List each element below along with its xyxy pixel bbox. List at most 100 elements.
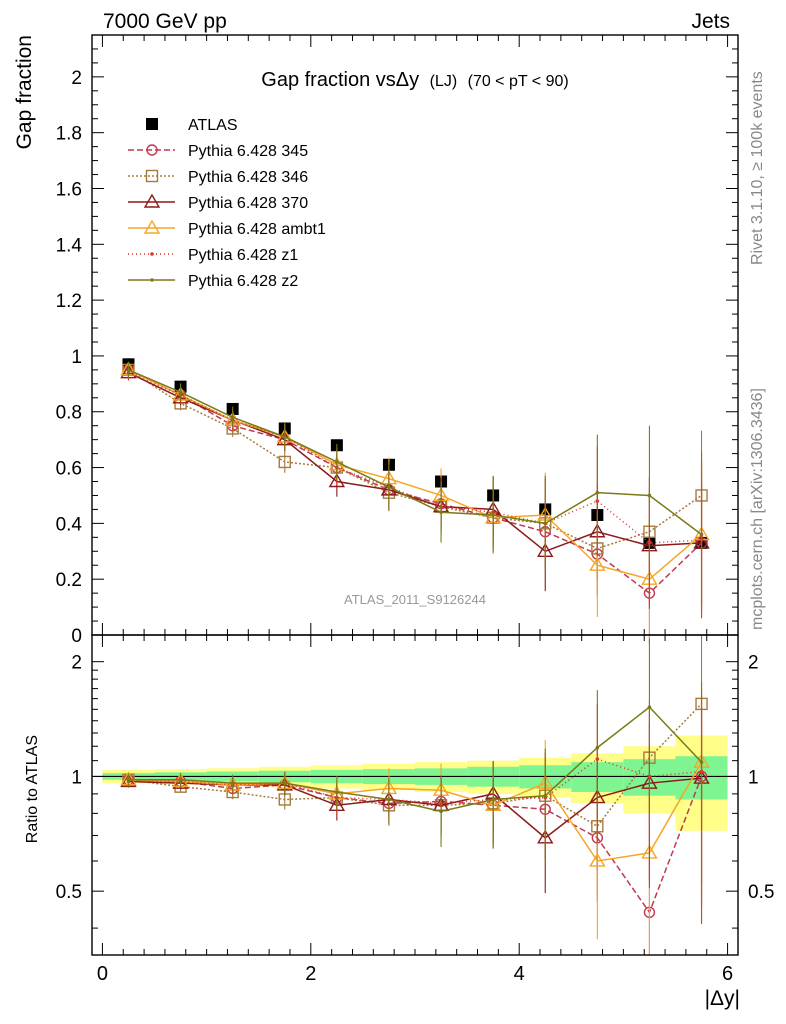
ratio-point [589,852,606,867]
series-line [128,369,703,581]
data-point [543,521,548,526]
title-main: Gap fraction vsΔy [261,69,419,91]
y-tick-label: 0.6 [56,459,82,480]
y-axis-main: 0 0.2 0.4 0.6 0.8 1 1.2 1.4 1.6 1.8 2 [56,48,738,647]
title-sub: (LJ) [430,73,458,90]
legend-entry: Pythia 6.428 345 [128,143,308,160]
main-ylabel: Gap fraction [13,35,36,149]
watermark: ATLAS_2011_S9126244 [344,592,486,607]
ratio-point [335,790,339,794]
ratio-line [128,706,703,813]
ratio-y-tick-label: 2 [71,653,82,674]
data-point [282,435,287,439]
y-tick-label: 0 [71,626,82,647]
legend-marker [143,219,161,234]
data-point [439,510,443,515]
y-tick-label: 1.8 [56,124,82,145]
series-line [128,371,702,553]
x-tick-label: 6 [722,963,733,985]
ratio-point [491,797,495,802]
y-tick-label: 1 [71,347,82,368]
ratio-point [699,760,704,764]
y-tick-label: 0.4 [56,514,83,535]
y-tick-label: 1.2 [56,291,82,312]
legend-marker [146,144,158,156]
ratio-point [230,781,235,785]
series-line [128,369,702,550]
ratio-series-pythia-6-428-z2 [126,638,704,925]
legend-entry: Pythia 6.428 346 [128,169,308,186]
y-tick-label: 0.2 [56,570,82,591]
series-atlas [122,358,708,549]
ratio-y-tick-label: 0.5 [56,882,82,903]
plot-frames: 0 2 4 6 0 0.2 0.4 0.6 0.8 1 1.2 1.4 1.6 1.8 2 0.5 0.5 1 1 2… [56,34,774,985]
chart-title: Gap fraction vsΔy (LJ) (70 < pT < 90) [261,69,568,91]
data-point [491,513,495,517]
legend-entry: Pythia 6.428 z1 [128,247,298,264]
x-axis: 0 2 4 6 [97,35,733,985]
data-point [278,455,291,469]
ratio-y-tick-label-right: 1 [748,767,759,788]
y-tick-label: 2 [71,68,82,89]
y-axis-ratio: 0.5 0.5 1 1 2 2 [56,653,774,929]
data-point [387,485,391,489]
ratio-point [387,797,391,802]
x-tick-label: 2 [305,963,316,985]
ratio-series-pythia-6-428-z1 [126,694,704,922]
legend-marker [145,169,159,183]
series-pythia-6-428-346 [122,363,708,594]
ratio-point [282,781,287,785]
legend-label: Pythia 6.428 346 [188,169,308,186]
legend: ATLAS Pythia 6.428 345 Pythia 6.428 346 Pyt… [128,117,326,290]
data-point [589,556,606,571]
ratio-plot [92,635,738,955]
legend-entry: Pythia 6.428 ambt1 [128,219,326,238]
data-point [126,368,131,372]
ratio-point [543,793,548,798]
legend-marker [143,193,161,208]
series-line [128,369,703,595]
header-left: 7000 GeV pp [103,10,227,33]
data-point [335,460,339,464]
ratio-ylabel: Ratio to ATLAS [24,735,41,843]
ratio-point [178,777,183,782]
ratio-series-pythia-6-428-345 [122,711,708,955]
x-tick-label: 0 [97,963,108,985]
ratio-point [439,809,443,814]
data-point [230,415,235,420]
y-tick-label: 0.8 [56,403,82,424]
x-tick-label: 4 [514,963,525,985]
series-line [128,369,702,536]
series-line [128,371,702,544]
legend-label: Pythia 6.428 z1 [188,247,298,264]
legend-label: Pythia 6.428 370 [188,195,308,212]
legend-marker [150,278,154,282]
legend-label: ATLAS [188,117,238,134]
ratio-y-tick-label-right: 2 [748,653,759,674]
series-pythia-6-428-z1 [126,364,704,619]
series-pythia-6-428-370 [120,364,710,613]
ratio-series-pythia-6-428-370 [120,706,710,906]
title-range: (70 < pT < 90) [468,73,569,90]
ratio-line [128,758,702,805]
main-plot [120,358,710,645]
legend-marker [150,252,154,256]
data-point [328,473,346,488]
ratio-y-tick-label-right: 0.5 [748,882,774,903]
y-tick-label: 1.6 [56,179,82,200]
header-right: Jets [691,10,730,33]
data-point [647,493,652,498]
y-tick-label: 1.4 [56,235,83,256]
series-pythia-6-428-z2 [126,361,704,618]
legend-marker [146,118,158,130]
legend-entry: Pythia 6.428 370 [128,193,308,212]
side-label-bottom: mcplots.cern.ch [arXiv:1306.3436] [749,388,766,630]
legend-label: Pythia 6.428 ambt1 [188,221,326,238]
ratio-point [647,705,652,709]
data-point [699,532,704,537]
ratio-line [128,761,703,862]
legend-label: Pythia 6.428 z2 [188,273,298,290]
ratio-point [126,777,131,782]
ratio-y-tick-label: 1 [71,767,82,788]
